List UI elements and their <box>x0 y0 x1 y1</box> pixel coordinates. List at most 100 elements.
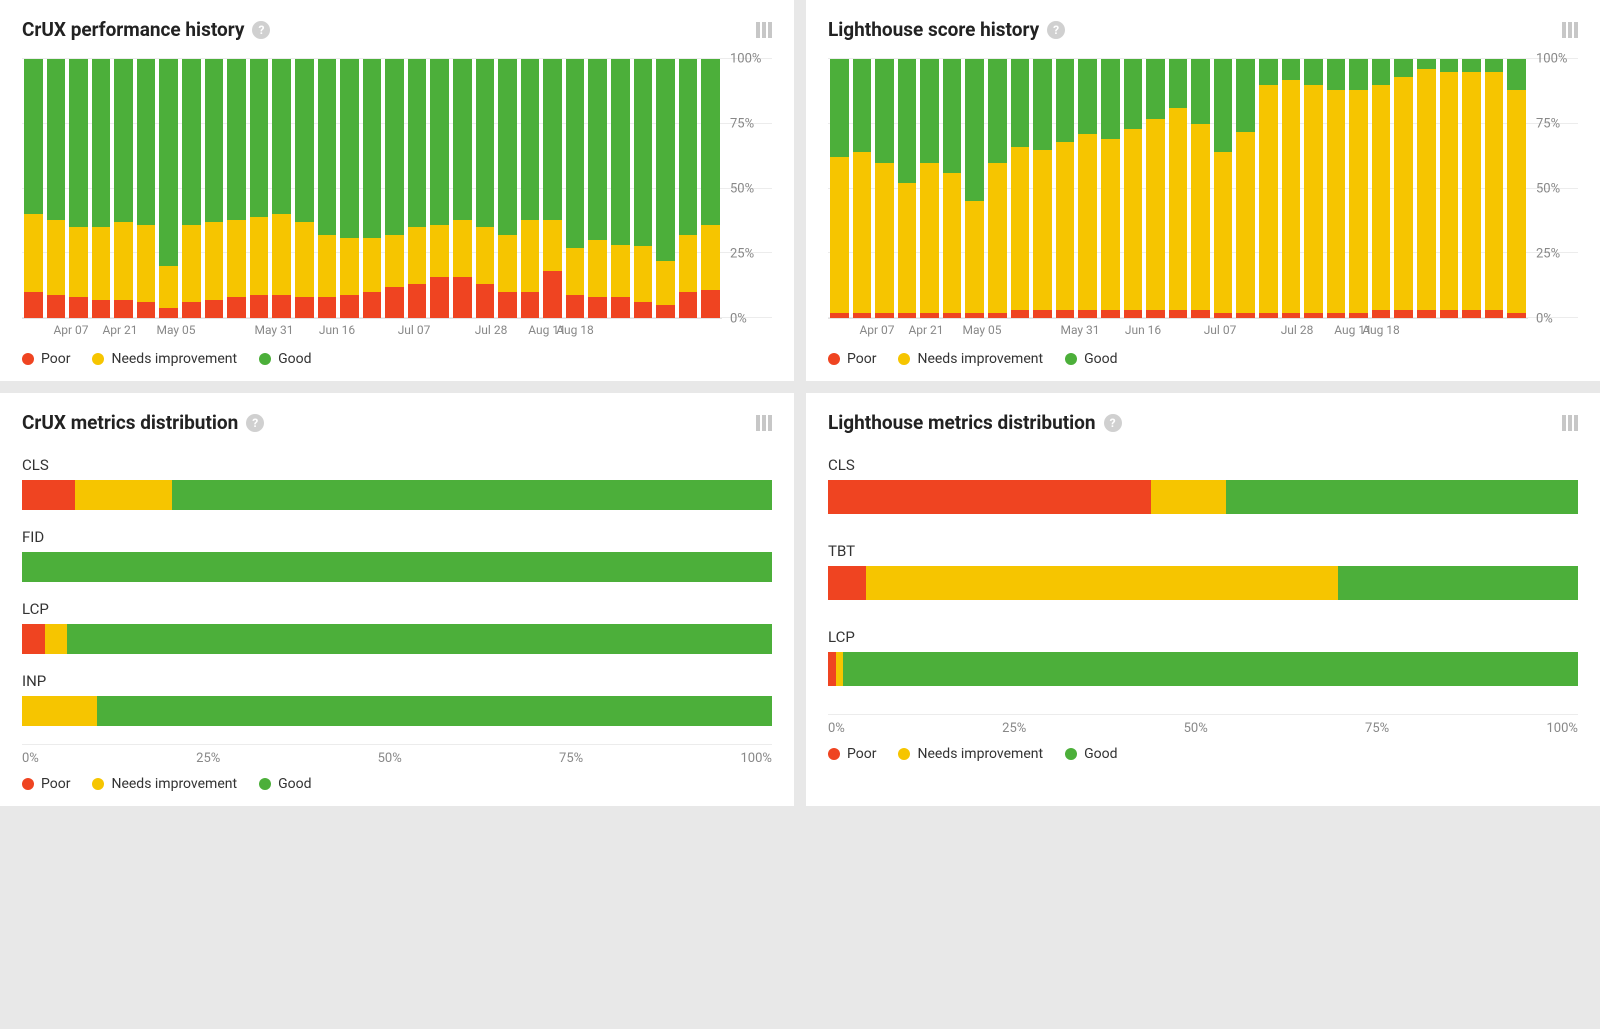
history-bar[interactable] <box>1169 59 1188 318</box>
history-bar[interactable] <box>1236 59 1255 318</box>
segment-needs <box>1124 129 1143 310</box>
legend-item-needs[interactable]: Needs improvement <box>898 351 1043 367</box>
view-columns-icon[interactable] <box>1562 415 1578 431</box>
history-bar[interactable] <box>92 59 111 318</box>
dist-bar[interactable] <box>22 624 772 654</box>
history-bar[interactable] <box>988 59 1007 318</box>
history-bar[interactable] <box>159 59 178 318</box>
history-bar[interactable] <box>385 59 404 318</box>
dist-bar[interactable] <box>22 480 772 510</box>
history-bar[interactable] <box>853 59 872 318</box>
history-bar[interactable] <box>1078 59 1097 318</box>
help-icon[interactable]: ? <box>246 414 264 432</box>
history-bar[interactable] <box>340 59 359 318</box>
history-bar[interactable] <box>363 59 382 318</box>
history-bar[interactable] <box>137 59 156 318</box>
history-bar[interactable] <box>250 59 269 318</box>
history-bar[interactable] <box>295 59 314 318</box>
dist-bar[interactable] <box>22 552 772 582</box>
history-bar[interactable] <box>272 59 291 318</box>
dist-bar[interactable] <box>828 652 1578 686</box>
legend-item-good[interactable]: Good <box>259 351 311 367</box>
history-bar[interactable] <box>920 59 939 318</box>
history-bar[interactable] <box>1462 59 1481 318</box>
legend-item-poor[interactable]: Poor <box>828 746 876 762</box>
history-bar[interactable] <box>898 59 917 318</box>
history-bar[interactable] <box>453 59 472 318</box>
legend-item-good[interactable]: Good <box>1065 746 1117 762</box>
history-bar[interactable] <box>1191 59 1210 318</box>
help-icon[interactable]: ? <box>1047 21 1065 39</box>
history-bar[interactable] <box>1440 59 1459 318</box>
history-bar[interactable] <box>1304 59 1323 318</box>
help-icon[interactable]: ? <box>252 21 270 39</box>
x-tick-label: Jul 07 <box>1204 323 1237 337</box>
history-bar[interactable] <box>588 59 607 318</box>
view-columns-icon[interactable] <box>756 415 772 431</box>
history-bar[interactable] <box>476 59 495 318</box>
history-bar[interactable] <box>24 59 43 318</box>
history-bar[interactable] <box>656 59 675 318</box>
legend-item-good[interactable]: Good <box>1065 351 1117 367</box>
segment-poor <box>1304 313 1323 318</box>
history-bar[interactable] <box>1327 59 1346 318</box>
history-bar[interactable] <box>1214 59 1233 318</box>
history-bar[interactable] <box>1124 59 1143 318</box>
history-bar[interactable] <box>1056 59 1075 318</box>
history-bar[interactable] <box>1282 59 1301 318</box>
segment-good <box>182 59 201 225</box>
history-bar[interactable] <box>318 59 337 318</box>
history-bar[interactable] <box>943 59 962 318</box>
history-bar[interactable] <box>965 59 984 318</box>
history-bar[interactable] <box>47 59 66 318</box>
history-bar[interactable] <box>1349 59 1368 318</box>
help-icon[interactable]: ? <box>1104 414 1122 432</box>
history-bar[interactable] <box>566 59 585 318</box>
segment-poor <box>1078 310 1097 318</box>
history-bar[interactable] <box>1259 59 1278 318</box>
history-bar[interactable] <box>498 59 517 318</box>
history-bar[interactable] <box>227 59 246 318</box>
segment-poor <box>1327 313 1346 318</box>
segment-needs <box>1056 142 1075 310</box>
history-bar[interactable] <box>408 59 427 318</box>
legend-item-poor[interactable]: Poor <box>22 776 70 792</box>
history-bar[interactable] <box>1101 59 1120 318</box>
history-bar[interactable] <box>1394 59 1413 318</box>
history-bar[interactable] <box>634 59 653 318</box>
legend-item-good[interactable]: Good <box>259 776 311 792</box>
history-bar[interactable] <box>69 59 88 318</box>
history-bar[interactable] <box>1417 59 1436 318</box>
legend-item-poor[interactable]: Poor <box>22 351 70 367</box>
history-bar[interactable] <box>114 59 133 318</box>
history-bar[interactable] <box>875 59 894 318</box>
history-bar[interactable] <box>679 59 698 318</box>
history-bar[interactable] <box>611 59 630 318</box>
segment-poor <box>24 292 43 318</box>
segment-poor <box>1146 310 1165 318</box>
legend-item-poor[interactable]: Poor <box>828 351 876 367</box>
history-bar[interactable] <box>1011 59 1030 318</box>
history-bar[interactable] <box>1507 59 1526 318</box>
view-columns-icon[interactable] <box>756 22 772 38</box>
history-bar[interactable] <box>205 59 224 318</box>
dist-bar[interactable] <box>828 480 1578 514</box>
x-tick-label: Apr 21 <box>908 323 943 337</box>
segment-poor <box>566 295 585 318</box>
dist-bar[interactable] <box>828 566 1578 600</box>
history-bar[interactable] <box>182 59 201 318</box>
history-bar[interactable] <box>543 59 562 318</box>
view-columns-icon[interactable] <box>1562 22 1578 38</box>
history-bar[interactable] <box>1372 59 1391 318</box>
dist-bar[interactable] <box>22 696 772 726</box>
legend-item-needs[interactable]: Needs improvement <box>898 746 1043 762</box>
history-bar[interactable] <box>430 59 449 318</box>
legend-item-needs[interactable]: Needs improvement <box>92 351 237 367</box>
history-bar[interactable] <box>1033 59 1052 318</box>
history-bar[interactable] <box>521 59 540 318</box>
history-bar[interactable] <box>1485 59 1504 318</box>
history-bar[interactable] <box>830 59 849 318</box>
history-bar[interactable] <box>1146 59 1165 318</box>
history-bar[interactable] <box>701 59 720 318</box>
legend-item-needs[interactable]: Needs improvement <box>92 776 237 792</box>
